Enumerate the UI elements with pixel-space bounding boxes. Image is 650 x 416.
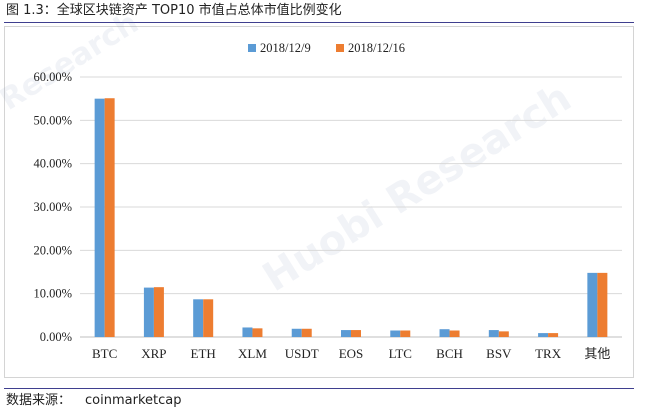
bar-usdt-series-2 — [301, 328, 312, 337]
bar-xrp-series-2 — [153, 287, 164, 337]
bar-usdt-series-1 — [291, 328, 302, 337]
y-tick-label: 50.00% — [33, 113, 72, 127]
bar-btc-series-1 — [94, 98, 105, 338]
bar-bch-series-2 — [449, 330, 460, 337]
bar-eos-series-2 — [351, 330, 361, 337]
bar-ltc-series-1 — [390, 330, 401, 337]
bar-bsv-series-2 — [498, 331, 509, 337]
bar-xlm-series-1 — [242, 327, 253, 337]
y-tick-label: 60.00% — [33, 70, 72, 84]
bar-xrp-series-1 — [143, 287, 154, 337]
x-category-label: EOS — [339, 346, 364, 361]
x-category-label: BCH — [436, 346, 463, 361]
source-label: 数据来源： — [6, 393, 72, 408]
x-category-label: BTC — [92, 346, 117, 361]
source-line: 数据来源： coinmarketcap — [6, 392, 181, 410]
bar-trx-series-1 — [538, 333, 549, 337]
legend-label-series-2: 2018/12/16 — [348, 41, 405, 55]
legend-swatch-series-2 — [336, 44, 344, 52]
x-category-label: 其他 — [584, 346, 610, 361]
bottom-divider — [4, 388, 634, 389]
bar-eos-series-1 — [341, 330, 351, 337]
y-tick-label: 20.00% — [33, 243, 72, 257]
bar-bch-series-1 — [439, 329, 450, 337]
legend-label-series-1: 2018/12/9 — [260, 41, 311, 55]
x-category-label: TRX — [535, 346, 562, 361]
bar-eth-series-1 — [193, 299, 204, 337]
bar-bsv-series-1 — [488, 330, 499, 337]
chart-frame — [4, 26, 634, 378]
y-tick-label: 30.00% — [33, 200, 72, 214]
bar-btc-series-2 — [104, 98, 115, 337]
bar-trx-series-2 — [548, 333, 559, 337]
bar-其他-series-2 — [597, 272, 608, 337]
x-category-label: BSV — [486, 346, 512, 361]
x-category-label: XRP — [141, 346, 166, 361]
x-category-label: ETH — [191, 346, 216, 361]
y-tick-label: 40.00% — [33, 157, 72, 171]
x-category-label: LTC — [389, 346, 412, 361]
bar-xlm-series-2 — [252, 328, 263, 337]
bar-ltc-series-2 — [400, 330, 411, 337]
legend-swatch-series-1 — [248, 44, 256, 52]
source-value: coinmarketcap — [85, 393, 182, 408]
y-tick-label: 0.00% — [40, 330, 72, 344]
x-category-label: USDT — [285, 346, 319, 361]
y-tick-label: 10.00% — [33, 287, 72, 301]
top-divider — [4, 22, 634, 23]
bar-其他-series-1 — [587, 272, 598, 337]
bar-eth-series-2 — [203, 299, 214, 337]
x-category-label: XLM — [238, 346, 267, 361]
chart-title: 图 1.3：全球区块链资产 TOP10 市值占总体市值比例变化 — [6, 3, 342, 18]
